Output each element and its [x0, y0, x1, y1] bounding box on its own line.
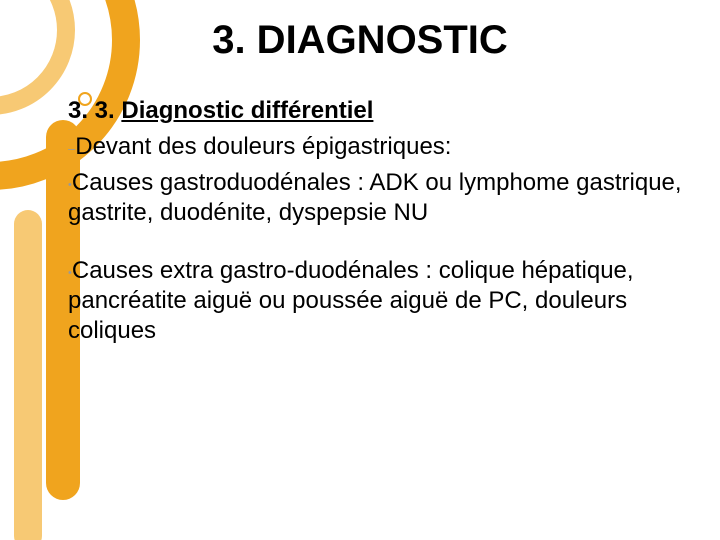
body-text-2: Causes gastroduodénales : ADK ou lymphom… [68, 169, 682, 226]
body-text-1: Devant des douleurs épigastriques: [75, 133, 451, 160]
slide: 3. DIAGNOSTIC 3. 3. Diagnostic différent… [0, 0, 720, 540]
subheading-prefix: 3. 3. [68, 97, 121, 124]
body-text-3: Causes extra gastro-duodénales : colique… [68, 257, 634, 344]
body-line-1: Devant des douleurs épigastriques: [68, 132, 688, 162]
subheading-text: Diagnostic différentiel [121, 97, 373, 124]
paragraph-spacer [68, 234, 688, 256]
body-line-2: Causes gastroduodénales : ADK ou lymphom… [68, 168, 688, 228]
subheading: 3. 3. Diagnostic différentiel [68, 96, 688, 126]
slide-content: 3. 3. Diagnostic différentiel Devant des… [68, 96, 688, 352]
decorative-stripe-2 [14, 210, 42, 540]
body-line-3: Causes extra gastro-duodénales : colique… [68, 256, 688, 346]
slide-title: 3. DIAGNOSTIC [0, 18, 720, 63]
